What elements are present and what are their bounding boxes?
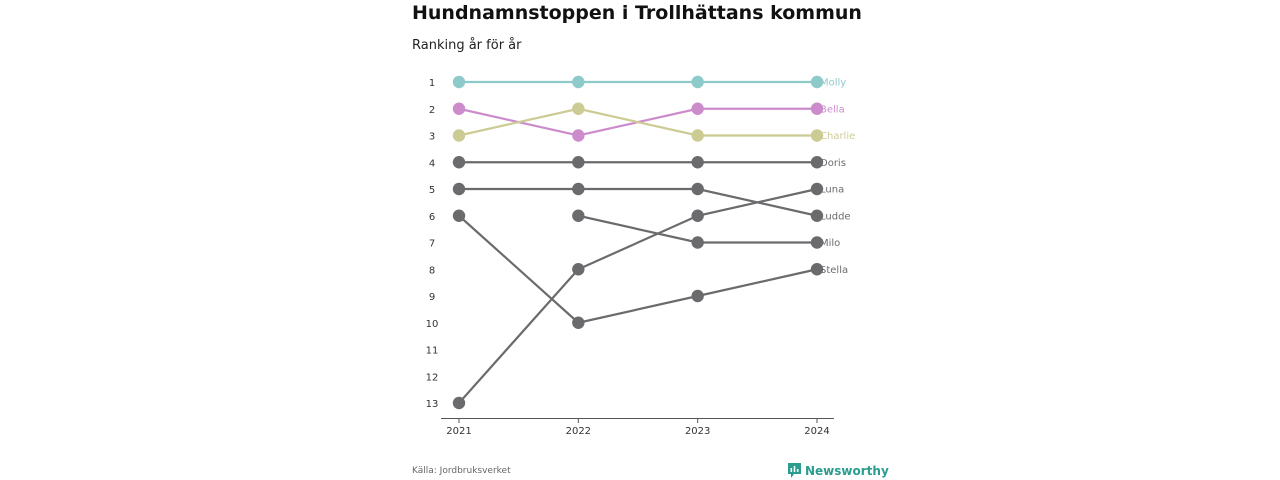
y-tick-label: 10 xyxy=(426,319,439,330)
y-tick-label: 1 xyxy=(429,78,435,89)
data-point-bella xyxy=(810,102,824,115)
data-point-stella xyxy=(691,289,704,303)
data-point-luna xyxy=(572,263,585,276)
data-point-charlie xyxy=(691,129,704,142)
data-point-milo xyxy=(810,236,824,249)
y-tick-label: 7 xyxy=(429,239,435,250)
series-end-label-bella: Bella xyxy=(820,104,845,115)
source-note: Källa: Jordbruksverket xyxy=(412,466,511,476)
series-line-charlie xyxy=(458,107,817,137)
data-point-molly xyxy=(572,75,585,89)
data-point-doris xyxy=(691,156,704,169)
y-tick-label: 3 xyxy=(429,132,435,143)
data-point-luna xyxy=(452,396,466,410)
data-point-doris xyxy=(810,156,824,169)
data-point-bella xyxy=(572,129,585,142)
y-tick-label: 13 xyxy=(426,399,439,410)
data-point-ludde xyxy=(810,209,824,222)
data-point-bella xyxy=(452,102,466,115)
series-end-label-luna: Luna xyxy=(820,185,844,196)
chart-subtitle: Ranking år för år xyxy=(412,38,522,53)
y-tick-label: 9 xyxy=(429,292,435,303)
data-point-stella xyxy=(452,209,466,222)
x-tick-label: 2022 xyxy=(566,426,591,437)
data-point-molly xyxy=(691,75,704,89)
data-point-doris xyxy=(572,156,585,169)
y-tick-label: 5 xyxy=(429,185,435,196)
series-line-luna xyxy=(458,187,818,404)
series-end-label-doris: Doris xyxy=(820,158,846,169)
data-point-molly xyxy=(452,75,466,89)
y-tick-label: 11 xyxy=(426,346,439,357)
data-point-bella xyxy=(691,102,704,115)
data-point-stella xyxy=(572,316,585,329)
lines-layer xyxy=(458,80,818,404)
chart-title: Hundnamnstoppen i Trollhättans kommun xyxy=(412,2,862,24)
series-line-ludde xyxy=(459,187,818,217)
data-point-milo xyxy=(572,209,585,222)
y-tick-label: 6 xyxy=(429,212,435,223)
x-tick-label: 2021 xyxy=(446,426,471,437)
brand-name: Newsworthy xyxy=(805,463,889,478)
series-end-label-charlie: Charlie xyxy=(820,131,855,142)
series-end-label-milo: Milo xyxy=(820,238,840,249)
data-point-milo xyxy=(691,236,704,249)
data-point-stella xyxy=(810,263,824,276)
data-point-charlie xyxy=(572,102,585,115)
data-point-charlie xyxy=(810,129,824,142)
points-layer xyxy=(452,75,824,410)
brand: Newsworthy xyxy=(788,463,889,478)
data-point-charlie xyxy=(452,129,466,142)
data-point-luna xyxy=(691,209,704,222)
y-tick-label: 2 xyxy=(429,105,435,116)
y-tick-label: 8 xyxy=(429,265,435,276)
series-end-label-molly: Molly xyxy=(820,78,846,89)
data-point-ludde xyxy=(572,182,585,196)
data-point-molly xyxy=(810,75,824,89)
data-point-ludde xyxy=(452,182,466,196)
data-point-ludde xyxy=(691,182,704,196)
series-end-label-stella: Stella xyxy=(820,265,848,276)
data-point-luna xyxy=(810,182,824,196)
series-line-stella xyxy=(458,214,818,324)
series-end-label-ludde: Ludde xyxy=(820,211,851,222)
data-point-doris xyxy=(452,156,466,169)
y-tick-label: 12 xyxy=(426,372,439,383)
labels-layer: Doris Luna Ludde Milo Stella Molly Bella Charli… xyxy=(820,78,855,276)
x-tick-label: 2024 xyxy=(804,426,829,437)
x-tick-label: 2023 xyxy=(685,426,710,437)
y-tick-label: 4 xyxy=(429,158,435,169)
newsworthy-logo-icon xyxy=(788,463,801,478)
